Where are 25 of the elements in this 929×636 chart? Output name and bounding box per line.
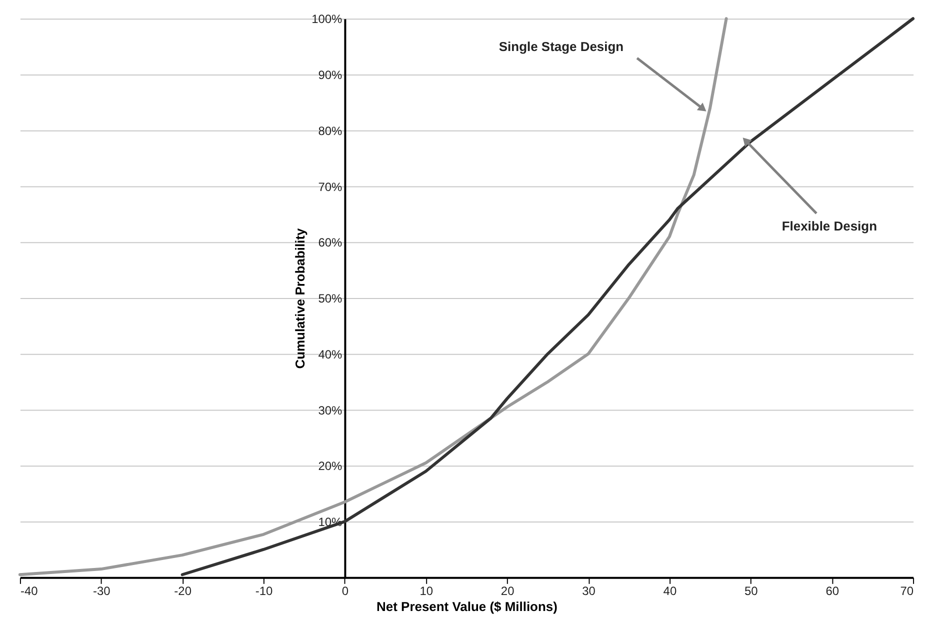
x-tick-label: 10: [420, 584, 434, 598]
x-tick-label: 40: [663, 584, 677, 598]
x-axis-title: Net Present Value ($ Millions): [376, 598, 558, 614]
x-tick-label: 60: [826, 584, 840, 598]
y-tick-label: 20%: [318, 459, 343, 474]
x-tick-label: -30: [92, 584, 111, 598]
annotation: Flexible Design: [782, 218, 878, 234]
x-tick-label: -10: [255, 584, 274, 598]
x-tick-label: 30: [582, 584, 596, 598]
x-tick-label: -20: [174, 584, 192, 598]
y-tick-label: 40%: [318, 347, 343, 362]
y-tick-label: 30%: [318, 403, 343, 418]
y-tick-label: 90%: [318, 68, 343, 82]
y-tick-label: 80%: [318, 124, 343, 138]
y-axis-title: Cumulative Probability: [292, 227, 308, 369]
y-tick-label: 50%: [318, 292, 343, 306]
x-tick-label: 0: [342, 584, 349, 598]
x-tick-label: -40: [20, 584, 38, 598]
x-tick-label: 70: [900, 584, 914, 598]
annotation: Single Stage Design: [498, 39, 624, 54]
x-tick-label: 20: [500, 584, 515, 598]
x-tick-label: 50: [744, 584, 758, 598]
y-tick-label: 100%: [312, 12, 343, 26]
y-tick-label: 60%: [318, 236, 343, 250]
y-tick-label: 70%: [318, 180, 343, 194]
